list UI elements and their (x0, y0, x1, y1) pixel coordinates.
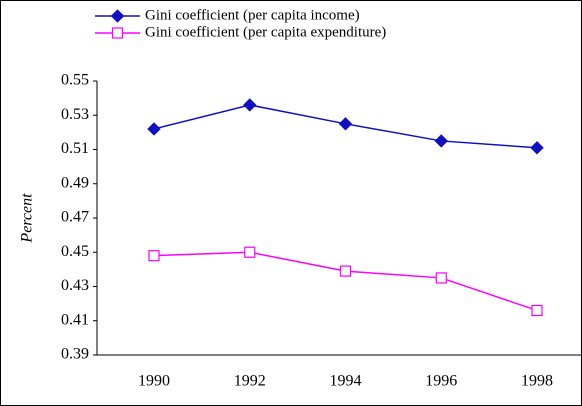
legend-label: Gini coefficient (per capita expenditure… (145, 24, 386, 40)
marker (110, 9, 125, 23)
y-tick-label: 0.47 (61, 209, 89, 226)
y-tick-label: 0.39 (61, 346, 89, 363)
y-tick-label: 0.53 (61, 106, 89, 123)
y-tick-label: 0.55 (61, 72, 89, 89)
marker (244, 246, 256, 258)
marker (338, 117, 353, 131)
marker (111, 27, 124, 39)
y-tick-label: 0.45 (61, 243, 89, 260)
marker (530, 141, 544, 155)
marker (531, 304, 543, 317)
x-tick-label: 1996 (425, 373, 457, 390)
y-tick-label: 0.51 (61, 140, 89, 157)
marker (435, 272, 447, 284)
x-tick-label: 1994 (330, 373, 362, 390)
y-tick-label: 0.49 (61, 174, 89, 191)
marker (434, 134, 448, 148)
x-tick-label: 1998 (521, 373, 553, 390)
x-tick-label: 1992 (234, 373, 266, 390)
x-tick-label: 1990 (138, 373, 170, 390)
marker (339, 265, 352, 277)
y-axis-label: Percent (19, 193, 36, 244)
y-tick-label: 0.43 (61, 277, 89, 294)
legend-label: Gini coefficient (per capita income) (145, 7, 360, 23)
y-tick-label: 0.41 (61, 311, 89, 328)
marker (147, 122, 161, 136)
marker (148, 250, 160, 262)
marker (243, 98, 257, 112)
